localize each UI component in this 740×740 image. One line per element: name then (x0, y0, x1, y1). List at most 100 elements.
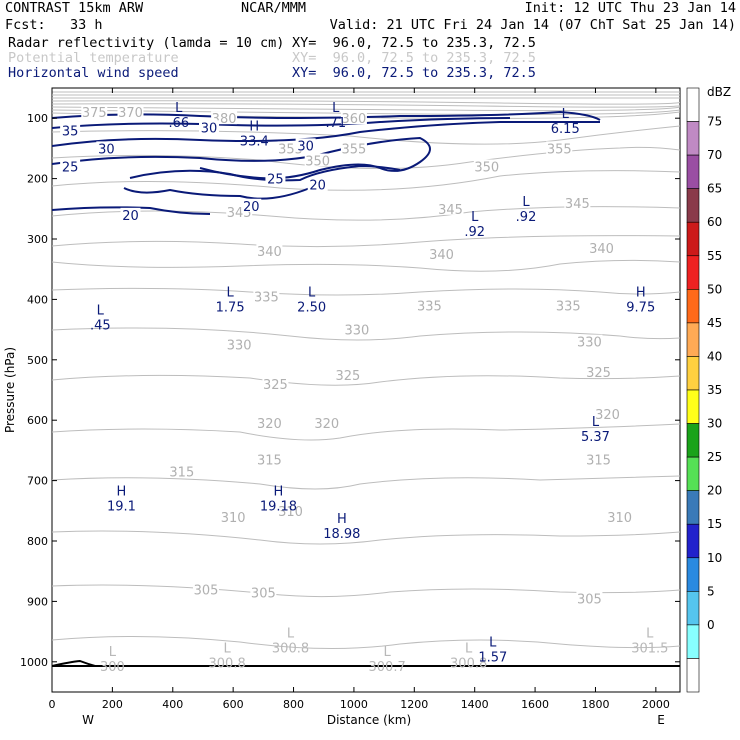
forecast-hour: Fcst: 33 h (5, 17, 103, 33)
extremum-type: L (562, 107, 570, 122)
colorbar-swatch (686, 389, 700, 424)
colorbar-label: 40 (707, 349, 722, 363)
theta-label-bg (220, 509, 247, 523)
extremum-value: 300.8 (450, 657, 487, 672)
field-theta-xy: XY= 96.0, 72.5 to 235.3, 72.5 (292, 50, 536, 66)
colorbar-swatch (686, 658, 700, 693)
wind-label-bg (120, 207, 141, 221)
colorbar-swatch (686, 523, 700, 559)
x-tick-label: 1600 (521, 698, 549, 711)
x-tick-label: 1200 (400, 698, 428, 711)
extremum-type: L (223, 642, 231, 657)
theta-label: 340 (257, 245, 282, 260)
wind-label: 35 (62, 124, 79, 139)
model-name: CONTRAST 15km ARW (5, 0, 144, 16)
theta-label-bg (192, 582, 219, 596)
extremum-value: 1.75 (216, 300, 245, 315)
extremum-type: L (646, 627, 654, 642)
extremum-value: 2.50 (297, 300, 326, 315)
x-end-east: E (657, 713, 665, 727)
colorbar-swatch (686, 255, 700, 290)
extrema-markers: L.66L.71L6.15H33.4L.92L.92L1.75L2.50L.45… (90, 101, 668, 675)
wind-label: 20 (309, 179, 326, 194)
theta-label: 340 (429, 248, 454, 263)
theta-label-bg (576, 334, 603, 348)
colorbar-swatch (686, 87, 700, 122)
extremum-value: .71 (325, 116, 346, 131)
theta-label: 315 (586, 453, 611, 468)
colorbar-swatch (686, 423, 700, 458)
institution: NCAR/MMM (241, 0, 307, 16)
y-tick-label: 300 (27, 233, 48, 246)
theta-label-bg (564, 195, 591, 209)
y-tick-label: 400 (27, 293, 48, 306)
extremum-type: H (337, 512, 347, 527)
field-wind-name: Horizontal wind speed (8, 65, 179, 81)
x-end-west: W (82, 713, 94, 727)
wind-label-bg (265, 171, 286, 185)
wind-labels: 35 30 30 30 25 25 20 20 20 (60, 120, 328, 224)
colorbar-swatch (686, 490, 700, 525)
extremum-value: 5.37 (581, 430, 610, 445)
theta-label: 355 (547, 142, 572, 157)
field-theta-name: Potential temperature (8, 50, 179, 66)
theta-label-bg (256, 244, 283, 258)
colorbar-swatch (686, 456, 700, 491)
extremum-type: L (227, 285, 235, 300)
extremum-value: .92 (516, 210, 537, 225)
theta-label-bg (585, 452, 612, 466)
theta-label: 325 (263, 378, 288, 393)
x-tick-label: 2000 (642, 698, 670, 711)
colorbar-label: 35 (707, 383, 722, 397)
colorbar-swatch (686, 121, 700, 156)
theta-label: 310 (278, 505, 303, 520)
colorbar-label: 65 (707, 182, 722, 196)
theta-label-bg (473, 159, 500, 173)
y-tick-label: 100 (27, 112, 48, 125)
theta-label-bg (428, 247, 455, 261)
theta-label: 305 (251, 586, 276, 601)
wind-label-bg (96, 141, 117, 155)
wind-label-bg (307, 177, 328, 191)
wind-label: 30 (297, 139, 314, 154)
colorbar-label: 45 (707, 316, 722, 330)
theta-label-bg (343, 322, 370, 336)
theta-label: 330 (577, 336, 602, 351)
wind-label-bg (199, 120, 219, 134)
wind-label-bg (295, 138, 316, 152)
colorbar-label: 75 (707, 115, 722, 129)
colorbar-swatch (686, 322, 700, 357)
theta-label: 330 (227, 339, 252, 354)
theta-label: 340 (589, 242, 614, 257)
theta-label-bg (168, 464, 195, 478)
x-tick-label: 1400 (461, 698, 489, 711)
y-tick-label: 500 (27, 354, 48, 367)
wind-label: 25 (62, 161, 79, 176)
x-tick-label: 200 (102, 698, 123, 711)
wind-label: 25 (267, 173, 284, 188)
theta-label: 320 (257, 417, 282, 432)
theta-label: 370 (118, 106, 143, 121)
colorbar-swatch (686, 557, 700, 592)
theta-label-bg (256, 452, 283, 466)
axis-ticks: 0 200 400 600 800 1000 1200 1400 1600 1800 2000 100… (20, 88, 680, 711)
x-tick-label: 800 (283, 698, 304, 711)
extremum-value: 301.5 (631, 642, 668, 657)
extremum-value: .45 (90, 319, 111, 334)
extremum-value: .92 (464, 225, 485, 240)
y-tick-label: 900 (27, 595, 48, 608)
extremum-type: H (274, 485, 284, 500)
colorbar-label: 0 (707, 618, 715, 632)
theta-label-bg (585, 364, 612, 378)
theta-label-bg (340, 111, 367, 125)
theta-label-bg (546, 141, 573, 155)
colorbar-label: 30 (707, 417, 722, 431)
extremum-type: L (308, 285, 316, 300)
wind-label-bg (60, 159, 81, 173)
colorbar-swatch (686, 289, 700, 324)
y-axis-label: Pressure (hPa) (3, 347, 17, 433)
extremum-type: L (384, 645, 392, 660)
theta-label-bg (250, 585, 277, 599)
